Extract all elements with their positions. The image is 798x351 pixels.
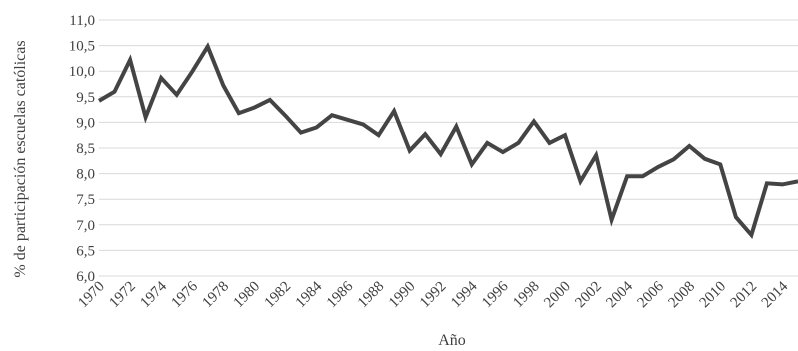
y-tick-label: 7,5 (76, 192, 95, 208)
y-tick-label: 9,0 (76, 115, 95, 131)
y-axis-ticks: 6,0 6,5 7,0 7,5 8,0 8,5 9,0 9,5 10,0 10,5 11,0 (69, 13, 95, 285)
x-tick-label: 1996 (479, 278, 512, 311)
x-tick-label: 1998 (510, 279, 543, 312)
y-axis-title: % de participación escuelas católicas (12, 40, 29, 277)
gridlines (99, 19, 798, 277)
x-tick-label: 1986 (324, 278, 357, 311)
x-tick-label: 2000 (541, 279, 574, 312)
x-tick-label: 2004 (603, 278, 636, 311)
x-tick-label: 2014 (759, 278, 792, 311)
x-tick-label: 1982 (262, 279, 295, 312)
x-tick-label: 1978 (200, 279, 233, 312)
y-tick-label: 11,0 (69, 13, 95, 29)
y-tick-label: 6,0 (76, 269, 95, 285)
x-tick-label: 1992 (417, 279, 450, 312)
x-tick-label: 1994 (448, 278, 481, 311)
y-tick-label: 6,5 (76, 243, 95, 259)
y-tick-label: 10,0 (69, 64, 95, 80)
x-tick-label: 2006 (635, 278, 668, 311)
x-tick-label: 1988 (355, 279, 388, 312)
y-tick-label: 8,5 (76, 141, 95, 157)
x-tick-label: 1974 (137, 278, 170, 311)
x-tick-label: 2010 (697, 279, 730, 312)
x-tick-label: 1972 (106, 279, 139, 312)
x-tick-label: 1984 (293, 278, 326, 311)
x-axis-title: Año (438, 332, 466, 349)
x-tick-label: 1980 (231, 279, 264, 312)
y-tick-label: 10,5 (69, 39, 95, 55)
y-tick-label: 7,0 (76, 218, 95, 234)
series-line (97, 42, 798, 240)
y-tick-label: 8,0 (76, 167, 95, 183)
x-tick-label: 2002 (572, 279, 605, 312)
x-tick-label: 2012 (728, 279, 761, 312)
y-tick-label: 9,5 (76, 90, 95, 106)
x-tick-label: 1976 (169, 278, 202, 311)
x-axis-ticks: 1970197219741976197819801982198419861988… (75, 278, 791, 311)
series-layer (97, 42, 798, 240)
x-tick-label: 2008 (666, 279, 699, 312)
x-tick-label: 1990 (386, 279, 419, 312)
